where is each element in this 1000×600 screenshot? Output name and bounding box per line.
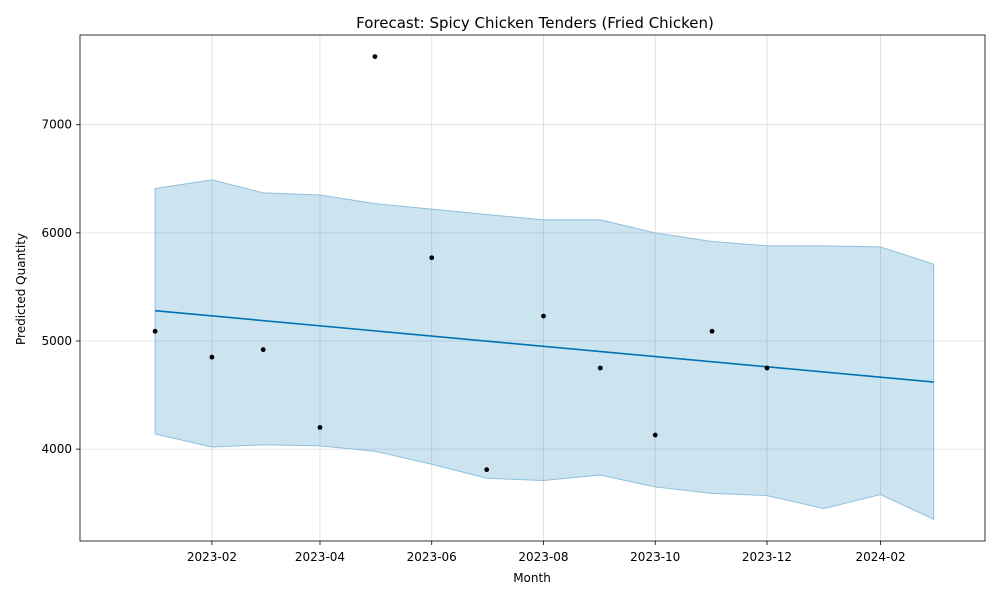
actual-points-layer <box>152 54 770 473</box>
x-tick-label: 2023-02 <box>187 550 237 564</box>
forecast-line <box>155 309 934 383</box>
y-tick-label: 5000 <box>41 334 72 348</box>
x-tick-label: 2024-02 <box>856 550 906 564</box>
actual-data-point <box>372 54 378 60</box>
y-axis-ticks: 4000 5000 6000 7000 <box>41 118 80 456</box>
x-tick-label: 2023-12 <box>742 550 792 564</box>
actual-data-point <box>260 347 266 353</box>
x-tick-label: 2023-06 <box>407 550 457 564</box>
actual-data-point <box>484 467 490 473</box>
chart-title: Forecast: Spicy Chicken Tenders (Fried C… <box>356 14 714 32</box>
x-tick-label: 2023-10 <box>630 550 680 564</box>
y-tick-label: 4000 <box>41 442 72 456</box>
actual-data-point <box>152 328 158 334</box>
x-axis-label: Month <box>513 571 551 585</box>
x-tick-label: 2023-08 <box>518 550 568 564</box>
actual-data-point <box>709 328 715 334</box>
uncertainty-band-layer <box>154 179 935 521</box>
actual-data-point <box>541 313 546 319</box>
actual-data-point <box>764 365 770 371</box>
actual-data-point <box>209 354 215 360</box>
plot-frame <box>79 34 986 542</box>
actual-data-point <box>317 425 323 430</box>
actual-data-point <box>597 365 603 371</box>
actual-data-point <box>652 432 658 438</box>
actual-data-point <box>429 255 435 261</box>
y-tick-label: 7000 <box>41 118 72 132</box>
x-axis-ticks: 2023-02 2023-04 2023-06 2023-08 2023-10 2023-… <box>187 541 906 564</box>
y-axis-label: Predicted Quantity <box>14 233 28 345</box>
y-tick-label: 6000 <box>41 226 72 240</box>
uncertainty-band <box>154 179 935 521</box>
x-tick-label: 2023-04 <box>295 550 345 564</box>
grid-lines <box>80 35 985 541</box>
forecast-line-layer <box>155 309 934 383</box>
